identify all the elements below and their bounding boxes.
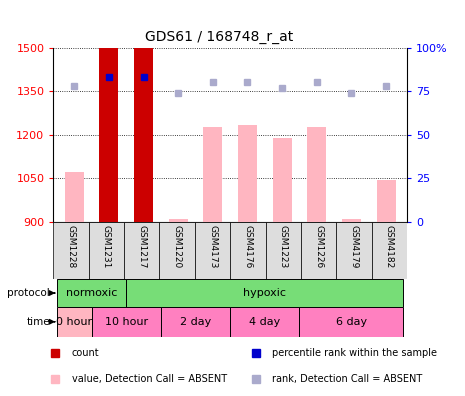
Bar (307, 126, 326, 222)
Text: GSM1220: GSM1220 (173, 225, 182, 268)
Bar (299, 307, 404, 337)
Bar (124, 222, 159, 279)
Bar (195, 222, 230, 279)
Text: GSM4182: GSM4182 (385, 225, 394, 268)
Bar (230, 307, 299, 337)
Text: GSM1231: GSM1231 (102, 225, 111, 268)
Bar (134, 48, 153, 222)
Text: GSM4179: GSM4179 (349, 225, 359, 268)
Bar (57, 307, 92, 337)
Text: 10 hour: 10 hour (105, 317, 148, 327)
Text: GSM1226: GSM1226 (314, 225, 323, 268)
Text: rank, Detection Call = ABSENT: rank, Detection Call = ABSENT (272, 374, 423, 385)
Text: GSM4173: GSM4173 (208, 225, 217, 268)
Bar (266, 222, 301, 279)
Bar (169, 219, 188, 222)
Text: 4 day: 4 day (249, 317, 280, 327)
Text: GSM1228: GSM1228 (66, 225, 76, 268)
Title: GDS61 / 168748_r_at: GDS61 / 168748_r_at (146, 30, 294, 44)
Bar (159, 222, 195, 279)
Bar (301, 222, 336, 279)
Text: hypoxic: hypoxic (243, 288, 286, 298)
Bar (272, 137, 292, 222)
Text: time: time (27, 317, 50, 327)
Bar (161, 307, 230, 337)
Bar (65, 171, 84, 222)
Bar (372, 222, 407, 279)
Text: 0 hour: 0 hour (56, 317, 93, 327)
Bar (238, 126, 257, 222)
Bar (336, 222, 372, 279)
Bar (342, 219, 361, 222)
Bar (377, 180, 396, 222)
Bar (57, 279, 126, 307)
Bar (203, 128, 222, 222)
Text: count: count (72, 348, 99, 358)
Bar (92, 307, 161, 337)
Text: percentile rank within the sample: percentile rank within the sample (272, 348, 438, 358)
Bar (53, 222, 89, 279)
Text: GSM4176: GSM4176 (243, 225, 252, 268)
Text: 2 day: 2 day (180, 317, 211, 327)
Bar (126, 279, 404, 307)
Bar (230, 222, 266, 279)
Text: 6 day: 6 day (336, 317, 367, 327)
Text: GSM1217: GSM1217 (137, 225, 146, 268)
Bar (100, 48, 119, 222)
Text: value, Detection Call = ABSENT: value, Detection Call = ABSENT (72, 374, 227, 385)
Text: normoxic: normoxic (66, 288, 117, 298)
Text: GSM1223: GSM1223 (279, 225, 288, 268)
Bar (89, 222, 124, 279)
Text: protocol: protocol (7, 288, 50, 298)
